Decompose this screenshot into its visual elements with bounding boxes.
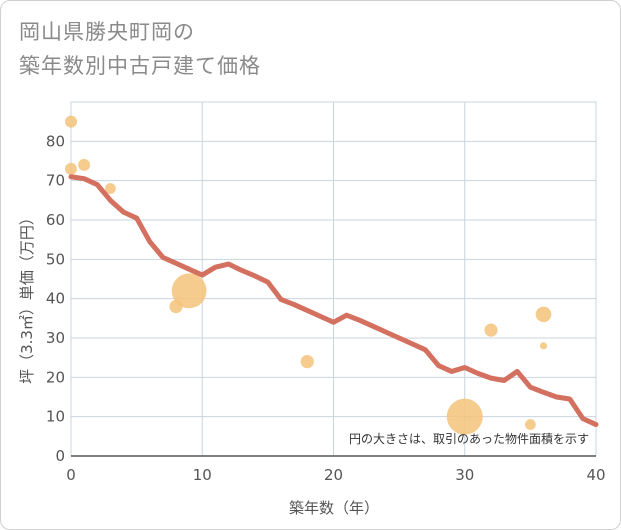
scatter-point [524,419,536,430]
scatter-point [484,323,498,337]
grid-lines [70,101,597,457]
x-tick-label: 40 [586,466,605,484]
y-tick-label: 30 [46,329,65,347]
scatter-point [300,355,314,369]
y-tick-label: 60 [46,211,65,229]
y-tick-label: 80 [46,132,65,150]
x-axis-label: 築年数（年） [289,499,379,517]
size-note: 円の大きさは、取引のあった物件面積を示す [349,431,589,446]
y-axis-label: 坪（3.3㎡）単価（万円） [18,210,36,384]
chart-title: 岡山県勝央町岡の 築年数別中古戸建て価格 [19,15,579,83]
x-tick-label: 0 [66,466,76,484]
chart-title-line2: 築年数別中古戸建て価格 [19,54,261,78]
x-tick-label: 10 [193,466,212,484]
scatter-point [65,162,77,175]
scatter-point [446,398,483,435]
scatter-point [535,306,552,323]
scatter-point [65,115,77,128]
y-tick-label: 50 [46,250,65,268]
y-tick-label: 20 [46,368,65,386]
scatter-point [171,273,207,309]
scatter-point [539,342,548,350]
y-tick-label: 0 [55,447,65,465]
chart-title-line1: 岡山県勝央町岡の [19,20,195,44]
y-tick-label: 40 [46,290,65,308]
trend-line [68,174,599,428]
y-tick-label: 70 [46,172,65,190]
scatter-point [104,183,116,194]
x-tick-label: 30 [455,466,474,484]
scatter-points [65,115,552,435]
tick-labels: 0 10 20 30 40 0 10 20 30 40 50 60 70 80 [46,132,606,484]
x-tick-label: 20 [324,466,343,484]
y-tick-label: 10 [46,408,65,426]
scatter-point [78,158,91,171]
